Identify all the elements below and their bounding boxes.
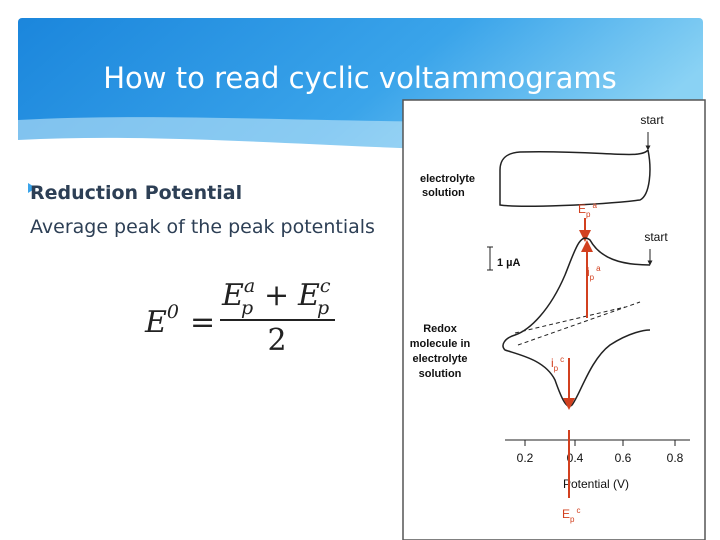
label: 1 µA (497, 257, 521, 269)
label: Redox molecule in electrolyte solution (410, 323, 471, 380)
denominator: 2 (267, 323, 286, 358)
subscript: p (241, 297, 253, 319)
figure-frame (402, 99, 706, 540)
label: start (644, 230, 668, 244)
bullet: Reduction Potential (30, 182, 242, 204)
formula-lhs: E0 (144, 301, 179, 340)
label: ipc (551, 355, 564, 373)
baseline (517, 301, 641, 346)
symbol: E (144, 305, 167, 340)
superscript: c (320, 275, 331, 297)
symbol: E (221, 278, 244, 313)
cv-curve (499, 149, 651, 207)
x-tick-label: 0.2 (517, 451, 534, 465)
term: Ea p (221, 275, 255, 319)
equals: = (190, 305, 215, 340)
label: Epc (562, 506, 580, 524)
baseline (514, 306, 626, 334)
bullet-marker (28, 183, 36, 193)
figure: start electrolyte solution Epa start 1 µA… (402, 99, 706, 540)
x-tick-label: 0.6 (615, 451, 632, 465)
x-tick-label: 0.4 (567, 451, 584, 465)
superscript: 0 (167, 301, 179, 323)
label: ipa (587, 264, 601, 282)
term: Ec p (297, 275, 331, 319)
plus: + (264, 278, 289, 313)
label: start (640, 113, 664, 127)
subscript: p (317, 297, 329, 319)
formula: E0 = Ea p + Ec p 2 (144, 275, 335, 358)
x-tick-label: 0.8 (667, 451, 684, 465)
bullet: Average peak of the peak potentials (30, 216, 375, 238)
superscript: a (244, 275, 255, 297)
label: electrolyte solution (420, 173, 475, 199)
cv-curve (502, 237, 651, 407)
x-axis-label: Potential (V) (563, 477, 629, 491)
x-ticks: 0.2 0.4 0.6 0.8 (517, 440, 684, 465)
scale-bar (487, 246, 493, 271)
title: How to read cyclic voltammograms (103, 61, 616, 95)
symbol: E (297, 278, 320, 313)
label: Epa (578, 201, 597, 219)
